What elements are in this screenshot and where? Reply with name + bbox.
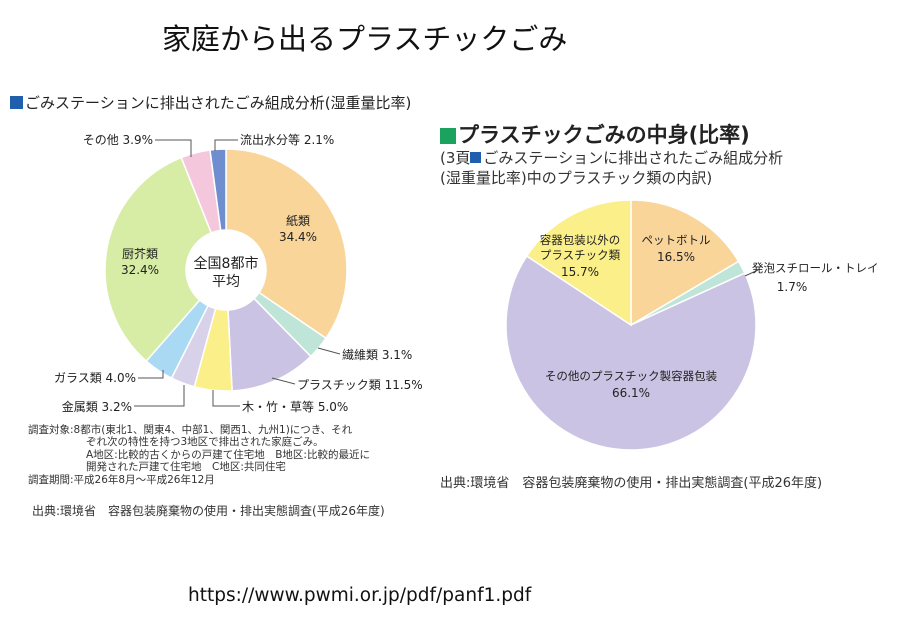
slice-label: 厨芥類 [122,247,158,261]
note-line: 調査期間:平成26年8月〜平成26年12月 [28,473,215,486]
slice-label: 金属類 3.2% [62,399,132,414]
slice-label: その他のプラスチック製容器包装 [545,369,718,383]
slice-label: ペットボトル [642,233,711,247]
slice-value-label: 34.4% [279,230,317,244]
slice-value-label: 32.4% [121,263,159,277]
pie-slice [505,255,757,451]
pie-slice [525,199,632,327]
leader-line [134,385,185,407]
blue-square-icon [470,152,482,163]
slice-label: 木・竹・草等 5.0% [242,400,348,414]
survey-notes: 調査対象:8都市(東北1、関東4、中部1、関西1、九州1)につき、それ ぞれ次の… [28,424,443,486]
slice-label: プラスチック類 [540,248,621,262]
right-sub-prefix: (3頁 [440,149,471,167]
note-line: A地区:比較的古くからの戸建て住宅地 B地区:比較的最近に [86,448,370,461]
center-label-line-1: 全国8都市 [194,255,259,272]
note-line: 調査対象:8都市(東北1、関東4、中部1、関西1、九州1)につき、それ [28,424,353,436]
slice-label: その他 3.9% [83,133,153,147]
right-chart-heading-text: プラスチックごみの中身(比率) [458,123,750,147]
left-chart-heading: ごみステーションに排出されたごみ組成分析(湿重量比率) [10,92,411,113]
right-chart-subheading: (3頁 ごみステーションに排出されたごみ組成分析 (湿重量比率)中のプラスチック類… [440,148,783,188]
left-source: 出典:環境省 容器包装廃棄物の使用・排出実態調査(平成26年度) [32,504,385,518]
pie-slice [104,156,213,363]
slice-label: 容器包装以外の [540,233,621,247]
source-url: https://www.pwmi.or.jp/pdf/panf1.pdf [188,585,532,606]
leader-line [155,139,192,157]
blue-square-icon [10,96,23,109]
slice-value-label: 1.7% [777,280,808,294]
slice-label: 流出水分等 2.1% [240,133,334,147]
green-square-icon [440,128,456,144]
leader-line [271,377,296,385]
slice-value-label: 15.7% [561,265,599,279]
right-sub-rest: ごみステーションに排出されたごみ組成分析 [483,149,784,167]
right-subheading-line-1: (3頁 ごみステーションに排出されたごみ組成分析 [440,148,783,168]
pie-slice [630,199,740,327]
right-source: 出典:環境省 容器包装廃棄物の使用・排出実態調査(平成26年度) [440,476,823,491]
slice-value-label: 16.5% [657,250,695,264]
leader-line [317,347,341,355]
center-label-line-2: 平均 [212,274,240,290]
page-title: 家庭から出るプラスチックごみ [162,22,568,56]
right-chart-heading: プラスチックごみの中身(比率) [440,119,750,149]
slice-label: ガラス類 4.0% [54,371,136,385]
slice-label: 紙類 [286,213,310,228]
slice-value-label: 66.1% [612,386,650,400]
slice-label: 発泡スチロール・トレイ [752,261,879,275]
leader-line [214,139,238,151]
leader-line [212,390,240,407]
slice-label: 繊維類 3.1% [342,348,412,362]
pie-slice [225,148,348,340]
left-chart-heading-text: ごみステーションに排出されたごみ組成分析(湿重量比率) [25,94,412,112]
note-line: 開発された戸建て住宅地 C地区:共同住宅 [86,461,286,474]
leader-line [138,370,164,379]
slice-label: プラスチック類 11.5% [297,378,423,392]
right-subheading-line-2: (湿重量比率)中のプラスチック類の内訳) [440,169,713,187]
leader-line [744,269,759,277]
note-line: ぞれ次の特性を持つ3地区で排出された家庭ごみ。 [86,436,324,449]
